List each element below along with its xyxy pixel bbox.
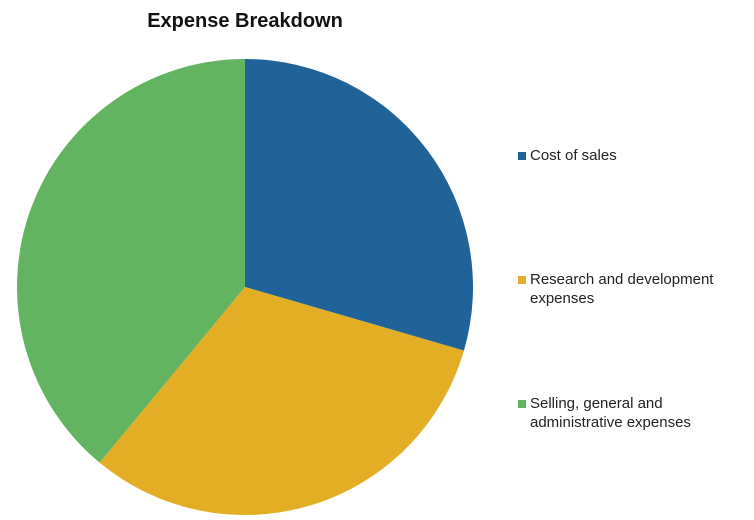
legend-label-research-and-development: Research and development expenses bbox=[530, 271, 714, 307]
legend-label-cost-of-sales: Cost of sales bbox=[530, 147, 617, 164]
pie-slice-selling-general-administrative bbox=[16, 59, 246, 463]
pie-slice-cost-of-sales bbox=[245, 59, 474, 351]
legend-swatch-cost-of-sales bbox=[518, 152, 526, 160]
legend-swatch-selling-general-administrative bbox=[518, 400, 526, 408]
legend-item-cost-of-sales: Cost of sales bbox=[518, 146, 743, 165]
legend-swatch-research-and-development bbox=[518, 276, 526, 284]
legend-item-research-and-development: Research and development expenses bbox=[518, 270, 743, 308]
pie-slice-research-and-development bbox=[99, 287, 464, 515]
legend-label-selling-general-administrative: Selling, general and administrative expe… bbox=[530, 395, 691, 431]
chart-title: Expense Breakdown bbox=[147, 10, 343, 32]
legend-item-selling-general-administrative: Selling, general and administrative expe… bbox=[518, 394, 743, 432]
